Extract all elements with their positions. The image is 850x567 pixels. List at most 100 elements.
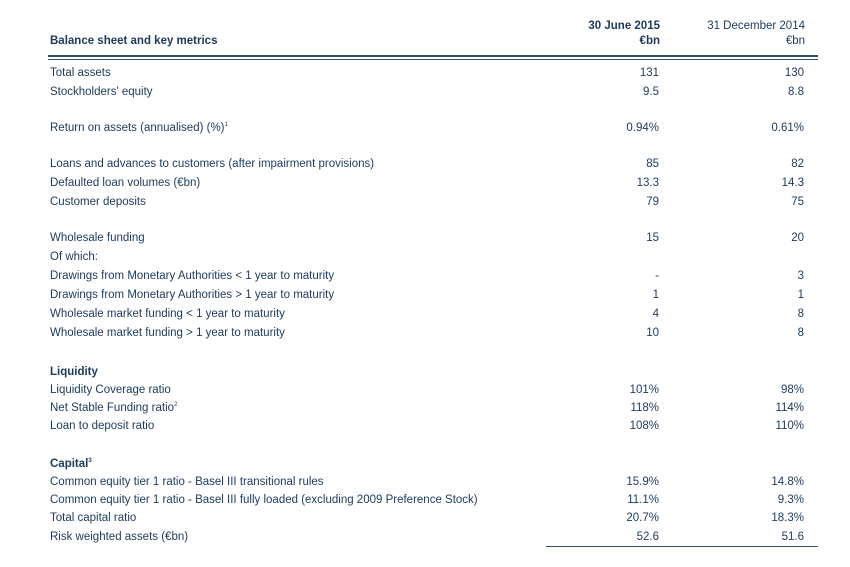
col2-header-date: 31 December 2014	[707, 20, 805, 32]
value-30-june-2015: 108%	[629, 420, 659, 432]
table-row: Drawings from Monetary Authorities > 1 y…	[0, 287, 850, 303]
value-31-december-2014: 8.8	[788, 86, 804, 98]
table-row: Wholesale funding 15 20	[0, 230, 850, 246]
table-row: Common equity tier 1 ratio - Basel III t…	[0, 474, 850, 490]
row-label: Net Stable Funding ratio2	[50, 400, 177, 416]
row-label: Common equity tier 1 ratio - Basel III f…	[50, 492, 478, 508]
value-30-june-2015: 52.6	[636, 531, 659, 543]
value-31-december-2014: 14.8%	[771, 476, 804, 488]
table-row: Liquidity Coverage ratio 101% 98%	[0, 382, 850, 398]
value-30-june-2015: 131	[639, 67, 659, 79]
row-label-text: Wholesale market funding > 1 year to mat…	[50, 327, 285, 339]
section-heading-row: Capital3	[0, 456, 850, 472]
footnote-marker: 2	[174, 402, 178, 409]
value-31-december-2014: 130	[784, 67, 804, 79]
value-31-december-2014: 98%	[780, 384, 804, 396]
row-label: Wholesale funding	[50, 230, 145, 246]
value-30-june-2015: 118%	[630, 402, 659, 414]
row-label-text: Total assets	[50, 67, 111, 79]
row-label: Loan to deposit ratio	[50, 418, 154, 434]
value-31-december-2014: 82	[791, 158, 804, 170]
table-row: Return on assets (annualised) (%)1 0.94% 0…	[0, 120, 850, 136]
row-label: Wholesale market funding < 1 year to mat…	[50, 306, 285, 322]
table-row: Net Stable Funding ratio2 118% 114%	[0, 400, 850, 416]
value-30-june-2015: -	[655, 270, 659, 282]
table-row: Of which:	[0, 249, 850, 265]
table-row: Wholesale market funding > 1 year to mat…	[0, 325, 850, 341]
row-label-text: Of which:	[50, 251, 98, 263]
row-label: Return on assets (annualised) (%)1	[50, 120, 228, 136]
value-31-december-2014: 9.3%	[777, 494, 804, 506]
row-label-text: Total capital ratio	[50, 512, 137, 524]
value-30-june-2015: 10	[646, 327, 659, 339]
value-30-june-2015: 0.94%	[626, 122, 659, 134]
row-label: Defaulted loan volumes (€bn)	[50, 175, 200, 191]
value-31-december-2014: 8	[797, 327, 804, 339]
footnote-marker: 1	[224, 122, 228, 129]
row-label: Stockholders' equity	[50, 84, 153, 100]
table-row: Drawings from Monetary Authorities < 1 y…	[0, 268, 850, 284]
row-label-text: Drawings from Monetary Authorities < 1 y…	[50, 270, 335, 282]
section-heading: Liquidity	[50, 364, 98, 380]
row-label: Risk weighted assets (€bn)	[50, 529, 188, 545]
row-label: Wholesale market funding > 1 year to mat…	[50, 325, 285, 341]
value-30-june-2015: 4	[652, 308, 659, 320]
value-31-december-2014: 1	[797, 289, 804, 301]
row-label-text: Liquidity Coverage ratio	[50, 384, 171, 396]
table-row: Stockholders' equity 9.5 8.8	[0, 84, 850, 100]
value-30-june-2015: 85	[646, 158, 659, 170]
row-label-text: Return on assets (annualised) (%)	[50, 122, 225, 134]
row-label-text: Common equity tier 1 ratio - Basel III t…	[50, 476, 324, 488]
table-row: Total capital ratio 20.7% 18.3%	[0, 510, 850, 526]
row-label: Customer deposits	[50, 194, 146, 210]
row-label-text: Defaulted loan volumes (€bn)	[50, 177, 201, 189]
value-31-december-2014: 14.3	[781, 177, 804, 189]
row-label: Of which:	[50, 249, 98, 265]
row-label-text: Stockholders' equity	[50, 86, 153, 98]
value-30-june-2015: 1	[652, 289, 659, 301]
value-30-june-2015: 9.5	[643, 86, 659, 98]
table-row: Wholesale market funding < 1 year to mat…	[0, 306, 850, 322]
footnote-marker: 3	[88, 458, 92, 465]
row-label: Loans and advances to customers (after i…	[50, 156, 374, 172]
section-heading: Capital3	[50, 456, 92, 472]
row-label-text: Capital	[50, 458, 89, 470]
table-row: Customer deposits 79 75	[0, 194, 850, 210]
row-label-text: Liquidity	[50, 366, 98, 378]
value-30-june-2015: 20.7%	[626, 512, 659, 524]
value-31-december-2014: 20	[791, 232, 804, 244]
row-label-text: Wholesale funding	[50, 232, 145, 244]
col1-header-date: 30 June 2015	[588, 20, 660, 32]
row-label-text: Wholesale market funding < 1 year to mat…	[50, 308, 285, 320]
col2-header-unit: €bn	[785, 35, 805, 47]
value-30-june-2015: 79	[646, 196, 659, 208]
row-label: Total assets	[50, 65, 111, 81]
table-row: Loans and advances to customers (after i…	[0, 156, 850, 172]
header-rule-thick	[48, 55, 818, 57]
row-label: Drawings from Monetary Authorities > 1 y…	[50, 287, 334, 303]
section-heading-row: Liquidity	[0, 364, 850, 380]
value-31-december-2014: 8	[797, 308, 804, 320]
table-row: Common equity tier 1 ratio - Basel III f…	[0, 492, 850, 508]
value-30-june-2015: 15.9%	[626, 476, 659, 488]
value-31-december-2014: 114%	[775, 402, 804, 414]
value-31-december-2014: 18.3%	[771, 512, 804, 524]
table-row: Risk weighted assets (€bn) 52.6 51.6	[0, 529, 850, 545]
value-31-december-2014: 51.6	[781, 531, 804, 543]
row-label-text: Risk weighted assets (€bn)	[50, 531, 189, 543]
table-row: Total assets 131 130	[0, 65, 850, 81]
row-label: Drawings from Monetary Authorities < 1 y…	[50, 268, 334, 284]
value-30-june-2015: 15	[646, 232, 659, 244]
row-label-text: Loan to deposit ratio	[50, 420, 155, 432]
value-31-december-2014: 110%	[775, 420, 804, 432]
table-row: Loan to deposit ratio 108% 110%	[0, 418, 850, 434]
header-rule-thin	[48, 59, 818, 60]
row-label: Liquidity Coverage ratio	[50, 382, 171, 398]
col1-header-unit: €bn	[639, 35, 660, 47]
value-31-december-2014: 0.61%	[771, 122, 804, 134]
value-30-june-2015: 11.1%	[627, 494, 659, 506]
bottom-rule	[546, 546, 818, 547]
value-31-december-2014: 3	[797, 270, 804, 282]
value-31-december-2014: 75	[791, 196, 804, 208]
value-30-june-2015: 101%	[629, 384, 659, 396]
